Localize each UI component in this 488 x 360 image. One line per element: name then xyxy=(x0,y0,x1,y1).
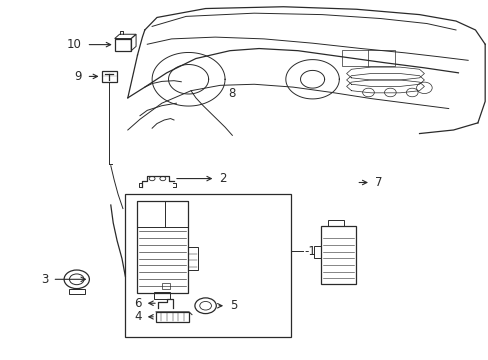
Text: 2: 2 xyxy=(219,172,226,185)
Text: 4: 4 xyxy=(134,310,141,323)
Bar xyxy=(162,283,169,289)
Bar xyxy=(125,194,290,337)
Bar xyxy=(136,202,187,293)
Bar xyxy=(115,39,131,51)
Text: 7: 7 xyxy=(374,176,382,189)
Bar xyxy=(69,289,84,294)
Text: -1: -1 xyxy=(304,245,316,258)
Text: 6: 6 xyxy=(134,297,141,310)
Bar xyxy=(313,247,321,258)
Bar xyxy=(102,71,117,82)
Text: 5: 5 xyxy=(229,299,237,312)
Text: 3: 3 xyxy=(41,273,48,286)
Bar xyxy=(327,220,344,226)
Bar xyxy=(321,226,356,284)
Bar xyxy=(136,202,187,227)
Bar xyxy=(154,292,169,299)
Text: 9: 9 xyxy=(74,70,81,83)
Bar xyxy=(156,312,189,322)
Bar xyxy=(187,247,198,270)
Text: 10: 10 xyxy=(66,38,81,51)
Text: 8: 8 xyxy=(228,87,236,100)
Bar xyxy=(341,50,394,66)
